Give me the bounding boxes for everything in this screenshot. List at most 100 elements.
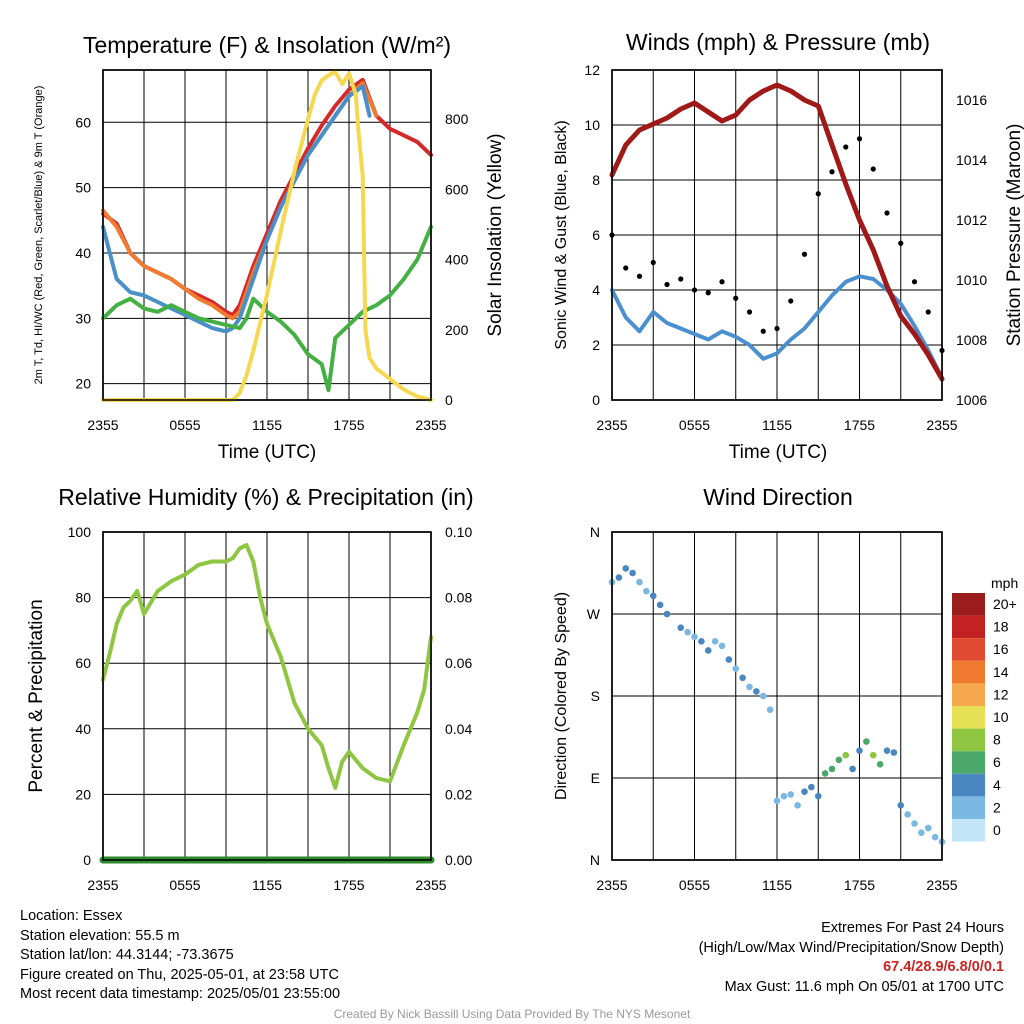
direction-point [615, 574, 623, 581]
direction-point [649, 592, 657, 600]
direction-point [746, 683, 753, 691]
temperature-series-line [101, 69, 433, 402]
humidity-xtick: 1155 [252, 877, 282, 893]
panel-direction-border [611, 531, 943, 861]
speed-legend-label: 4 [993, 777, 1001, 793]
humidity-ytick-left: 80 [75, 590, 91, 606]
wind-ytick-left: 12 [584, 62, 600, 78]
gust-point [733, 295, 739, 301]
direction-point [918, 829, 925, 836]
direction-point [622, 565, 630, 572]
direction-point [718, 642, 726, 650]
speed-legend-swatch [952, 773, 985, 797]
wind-ytick-right: 1012 [956, 212, 987, 228]
humidity-ytick-left: 0 [83, 852, 91, 868]
speed-legend-swatch [952, 796, 985, 819]
humidity-xtick: 2355 [415, 877, 446, 893]
wind-xtick: 1755 [844, 417, 875, 433]
gust-point [815, 191, 821, 197]
direction-point [684, 628, 691, 636]
direction-point [876, 761, 884, 768]
speed-legend-swatch [952, 660, 985, 684]
speed-legend-swatch [952, 751, 985, 774]
wind-series-line [609, 82, 945, 382]
humidity-xtick: 1755 [333, 877, 364, 893]
speed-legend-label: 2 [993, 799, 1001, 815]
direction-point [773, 797, 781, 805]
speed-legend-label: 8 [993, 732, 1001, 748]
temperature-ytick-right: 800 [445, 111, 469, 127]
direction-point [698, 638, 705, 645]
gust-point [746, 309, 753, 315]
humidity-ytick-right: 0.08 [445, 590, 472, 606]
direction-point [863, 738, 870, 745]
speed-legend-swatch [952, 683, 985, 706]
wind-xtick: 2355 [596, 417, 627, 433]
direction-point [849, 765, 856, 773]
temperature-ytick-left: 30 [75, 310, 91, 326]
wind-ytick-right: 1010 [956, 272, 987, 288]
credit-line: Created By Nick Bassill Using Data Provi… [333, 1007, 691, 1021]
station-latlon: Station lat/lon: 44.3144; -73.3675 [20, 947, 234, 963]
temperature-ytick-right: 200 [445, 322, 469, 338]
direction-point [691, 633, 698, 641]
wind-ytick-left: 2 [592, 337, 600, 353]
panel-temperature-border [102, 69, 432, 401]
temperature-xtick: 0555 [169, 417, 200, 433]
humidity-ylabel-left: Percent & Precipitation [26, 599, 47, 792]
wind-xtick: 0555 [679, 417, 710, 433]
humidity-ytick-left: 100 [68, 524, 92, 540]
direction-point [883, 747, 891, 754]
direction-point [677, 624, 685, 631]
humidity-title: Relative Humidity (%) & Precipitation (i… [58, 484, 473, 510]
gust-point [829, 169, 835, 175]
temperature-xtick: 1155 [252, 417, 282, 433]
direction-point [739, 674, 746, 682]
humidity-ytick-right: 0.00 [445, 852, 472, 868]
temperature-series-line [101, 224, 433, 393]
direction-point [704, 647, 712, 654]
wind-xtick: 1155 [762, 417, 792, 433]
direction-xtick: 0555 [679, 877, 710, 893]
wind-ytick-left: 4 [592, 282, 600, 298]
humidity-ytick-left: 60 [75, 655, 91, 671]
temperature-ytick-left: 50 [75, 180, 91, 196]
speed-legend-title: mph [991, 575, 1018, 591]
humidity-xtick: 0555 [169, 877, 200, 893]
direction-point [869, 751, 877, 759]
wind-title: Winds (mph) & Pressure (mb) [626, 29, 930, 55]
max-gust: Max Gust: 11.6 mph On 05/01 at 1700 UTC [724, 978, 1004, 995]
speed-legend-swatch [952, 819, 985, 842]
speed-legend-swatch [952, 615, 985, 639]
direction-point [842, 751, 850, 759]
temperature-ylabel-left: 2m T, Td, HI/WC (Red, Green, Scarlet/Blu… [33, 86, 45, 385]
direction-point [924, 824, 932, 832]
temperature-ylabel-right: Solar Insolation (Yellow) [485, 133, 506, 336]
wind-ylabel-right: Station Pressure (Maroon) [1004, 124, 1024, 347]
wind-ylabel-left: Sonic Wind & Gust (Blue, Black) [553, 120, 570, 349]
speed-legend-label: 16 [993, 641, 1009, 657]
humidity-ytick-left: 20 [75, 786, 91, 802]
speed-legend-label: 18 [993, 619, 1009, 635]
gust-point [774, 325, 780, 332]
humidity-ytick-right: 0.06 [445, 655, 472, 671]
direction-xtick: 1755 [844, 877, 875, 893]
humidity-series-line [101, 543, 433, 790]
temperature-ytick-left: 20 [75, 376, 91, 392]
humidity-xtick: 2355 [87, 877, 118, 893]
temperature-xtick: 1755 [333, 417, 364, 433]
temperature-plot-area [101, 69, 433, 402]
direction-xtick: 2355 [596, 877, 627, 893]
figure-created: Figure created on Thu, 2025-05-01, at 23… [20, 966, 339, 983]
gust-point [856, 136, 863, 142]
gust-point [801, 251, 808, 257]
speed-legend-swatch [952, 638, 985, 661]
gust-point [705, 290, 711, 296]
direction-ytick-left: N [590, 852, 600, 868]
station-elevation: Station elevation: 55.5 m [20, 927, 180, 944]
humidity-ytick-right: 0.04 [445, 721, 472, 737]
extremes-title: Extremes For Past 24 Hours [821, 920, 1004, 936]
speed-legend-swatch [952, 593, 985, 616]
gust-point [898, 240, 904, 246]
